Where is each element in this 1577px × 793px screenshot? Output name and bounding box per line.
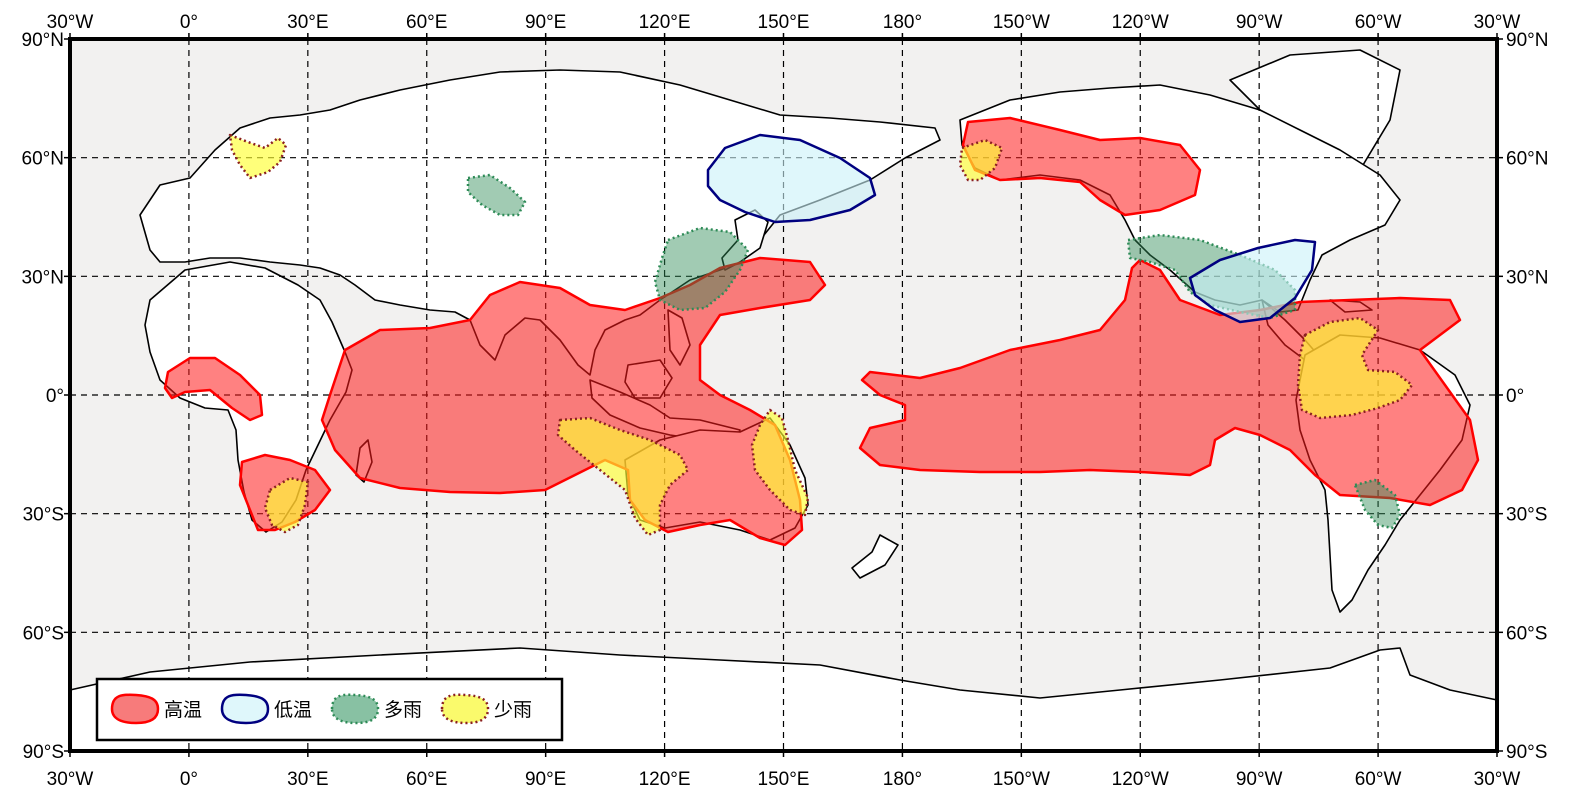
lat-label-right: 30°N <box>1506 267 1548 288</box>
lon-label-bottom: 0° <box>180 769 198 790</box>
legend-swatch <box>110 693 160 725</box>
lon-label-top: 30°W <box>1474 12 1521 33</box>
wet-region-southeast-south-america <box>1353 478 1402 530</box>
lon-label-top: 150°E <box>758 12 810 33</box>
wet-region-east-asia <box>653 226 750 312</box>
lat-label-right: 30°S <box>1506 505 1547 526</box>
lon-label-top: 0° <box>180 12 198 33</box>
lat-label-left: 90°N <box>22 30 64 51</box>
legend-swatch <box>330 693 380 725</box>
lon-label-bottom: 30°W <box>47 769 94 790</box>
legend-label: 高温 <box>164 699 202 721</box>
lon-label-top: 90°E <box>525 12 566 33</box>
lon-label-bottom: 30°E <box>287 769 328 790</box>
warm-region-alaska <box>961 116 1202 217</box>
lat-label-right: 90°N <box>1506 30 1548 51</box>
lon-label-top: 120°E <box>639 12 691 33</box>
new-zealand-land <box>851 534 899 579</box>
legend-label: 多雨 <box>384 699 422 721</box>
legend-swatch <box>220 693 270 725</box>
lat-label-left: 30°S <box>23 505 64 526</box>
cold-anomaly-regions <box>706 133 1317 324</box>
lon-label-top: 60°W <box>1355 12 1402 33</box>
legend: 高温 低温 多雨 少雨 <box>95 677 564 742</box>
lon-label-bottom: 120°E <box>639 769 691 790</box>
lon-label-top: 30°E <box>287 12 328 33</box>
dry-anomaly-regions <box>228 133 1414 537</box>
lat-label-left: 60°N <box>22 149 64 170</box>
lon-label-top: 180° <box>883 12 922 33</box>
lon-label-bottom: 90°W <box>1236 769 1283 790</box>
lat-label-right: 0° <box>1506 386 1524 407</box>
lon-label-top: 90°W <box>1236 12 1283 33</box>
lat-label-left: 30°N <box>22 267 64 288</box>
legend-label: 低温 <box>274 699 312 721</box>
dry-region-northern-south-america <box>1296 316 1414 420</box>
lon-label-bottom: 30°W <box>1474 769 1521 790</box>
axis-ticks <box>64 33 1503 757</box>
warm-anomaly-regions <box>163 116 1480 547</box>
warm-region-indo-pacific <box>320 256 827 547</box>
warm-region-east-pacific <box>858 258 1480 507</box>
lon-label-top: 150°W <box>993 12 1050 33</box>
cold-region-northeast-asia <box>706 133 877 224</box>
dry-region-southern-africa <box>263 476 310 534</box>
lat-label-left: 90°S <box>23 742 64 763</box>
lon-label-bottom: 60°W <box>1355 769 1402 790</box>
dry-region-northwest-australia <box>556 416 690 537</box>
dry-region-scandinavia <box>228 133 288 180</box>
axis-labels: 30°W 30°W 0° 0° 30°E 30°E 60°E 60°E 90°E 90°E 120°… <box>22 12 1549 790</box>
lat-label-right: 60°S <box>1506 623 1547 644</box>
lon-label-bottom: 120°W <box>1112 769 1169 790</box>
lon-label-top: 60°E <box>406 12 447 33</box>
lon-label-bottom: 180° <box>883 769 922 790</box>
lat-label-left: 60°S <box>23 623 64 644</box>
dry-region-east-australia <box>750 408 810 517</box>
lon-label-top: 120°W <box>1112 12 1169 33</box>
lon-label-top: 30°W <box>47 12 94 33</box>
lon-label-bottom: 150°E <box>758 769 810 790</box>
lat-label-left: 0° <box>46 386 64 407</box>
warm-region-west-south-america <box>163 356 264 422</box>
cold-region-eastern-us <box>1188 238 1317 324</box>
lon-label-bottom: 150°W <box>993 769 1050 790</box>
lat-label-right: 60°N <box>1506 149 1548 170</box>
wet-region-central-asia <box>466 173 527 217</box>
lon-label-bottom: 60°E <box>406 769 447 790</box>
legend-swatch <box>440 693 490 725</box>
dry-region-alaska-west <box>958 138 1004 182</box>
lon-label-bottom: 90°E <box>525 769 566 790</box>
lat-label-right: 90°S <box>1506 742 1547 763</box>
legend-label: 少雨 <box>494 699 532 721</box>
